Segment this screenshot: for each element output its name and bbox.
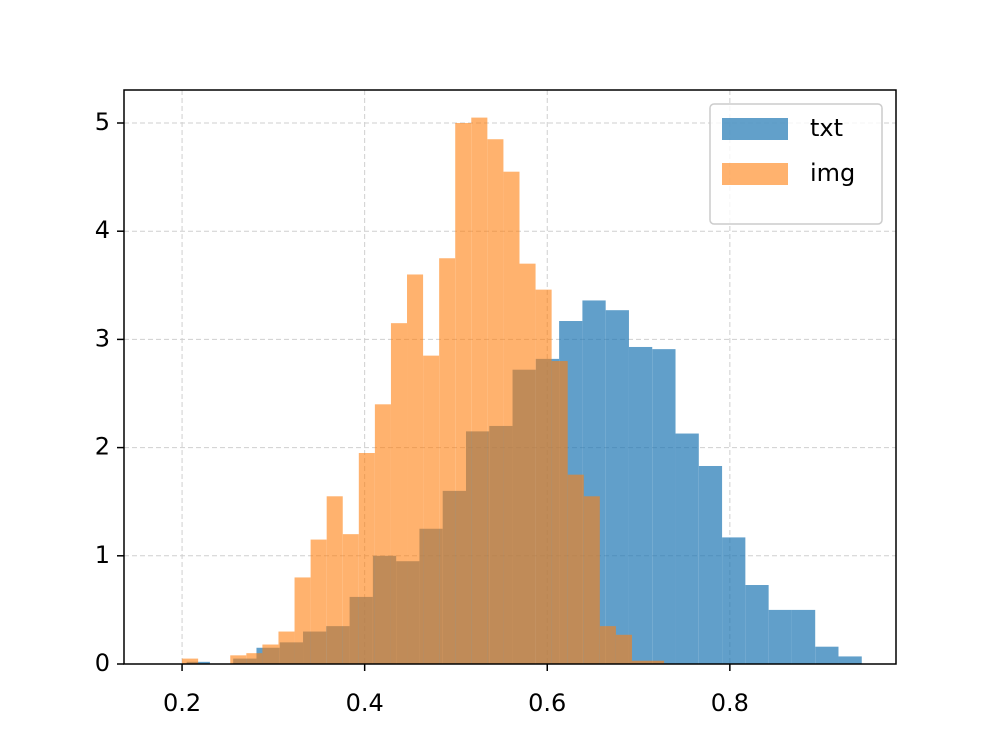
bar — [599, 626, 616, 664]
bar — [278, 631, 295, 664]
x-tick-label: 0.2 — [163, 689, 201, 717]
bar — [722, 537, 746, 664]
bar — [535, 289, 552, 664]
bar — [487, 139, 504, 665]
bar — [342, 534, 359, 664]
bar — [374, 404, 391, 664]
y-tick-label: 3 — [95, 324, 110, 352]
x-tick-label: 0.8 — [711, 689, 749, 717]
bar — [768, 609, 792, 664]
bar — [605, 310, 629, 664]
bar — [519, 263, 536, 664]
legend-swatch — [722, 118, 788, 140]
bar — [230, 655, 247, 664]
y-tick-label: 0 — [95, 649, 110, 677]
bar — [310, 539, 327, 664]
bar — [838, 656, 862, 664]
bar — [791, 609, 816, 664]
bar — [407, 274, 424, 664]
legend-swatch — [722, 163, 788, 185]
bar — [631, 660, 649, 664]
bar — [471, 117, 488, 665]
bar — [652, 349, 676, 664]
bar — [294, 577, 311, 664]
bar — [675, 433, 699, 664]
plot-frame — [123, 89, 897, 665]
legend-label: txt — [810, 114, 843, 142]
bar — [358, 453, 375, 664]
bar — [455, 123, 472, 664]
x-tick-label: 0.4 — [346, 689, 384, 717]
bar — [182, 658, 199, 664]
y-tick-label: 2 — [95, 433, 110, 461]
bar — [246, 653, 263, 664]
legend-label: img — [810, 159, 855, 187]
bar — [815, 646, 839, 664]
bar — [503, 171, 520, 664]
bar — [615, 634, 632, 664]
bar — [583, 496, 600, 664]
bar — [551, 361, 568, 664]
x-tick-label: 0.6 — [528, 689, 566, 717]
bar — [698, 465, 723, 664]
legend: txt img — [709, 103, 883, 225]
series — [182, 117, 665, 665]
bar — [186, 661, 210, 664]
y-tick-label: 5 — [95, 108, 110, 136]
bar — [648, 660, 665, 664]
bar — [262, 644, 279, 664]
bar — [628, 346, 653, 664]
bar — [423, 355, 440, 664]
bar — [390, 323, 408, 664]
bar — [439, 258, 456, 664]
bar — [326, 496, 343, 664]
bar — [745, 585, 769, 664]
y-tick-label: 4 — [95, 216, 110, 244]
bar — [567, 474, 584, 664]
y-tick-label: 1 — [95, 541, 110, 569]
